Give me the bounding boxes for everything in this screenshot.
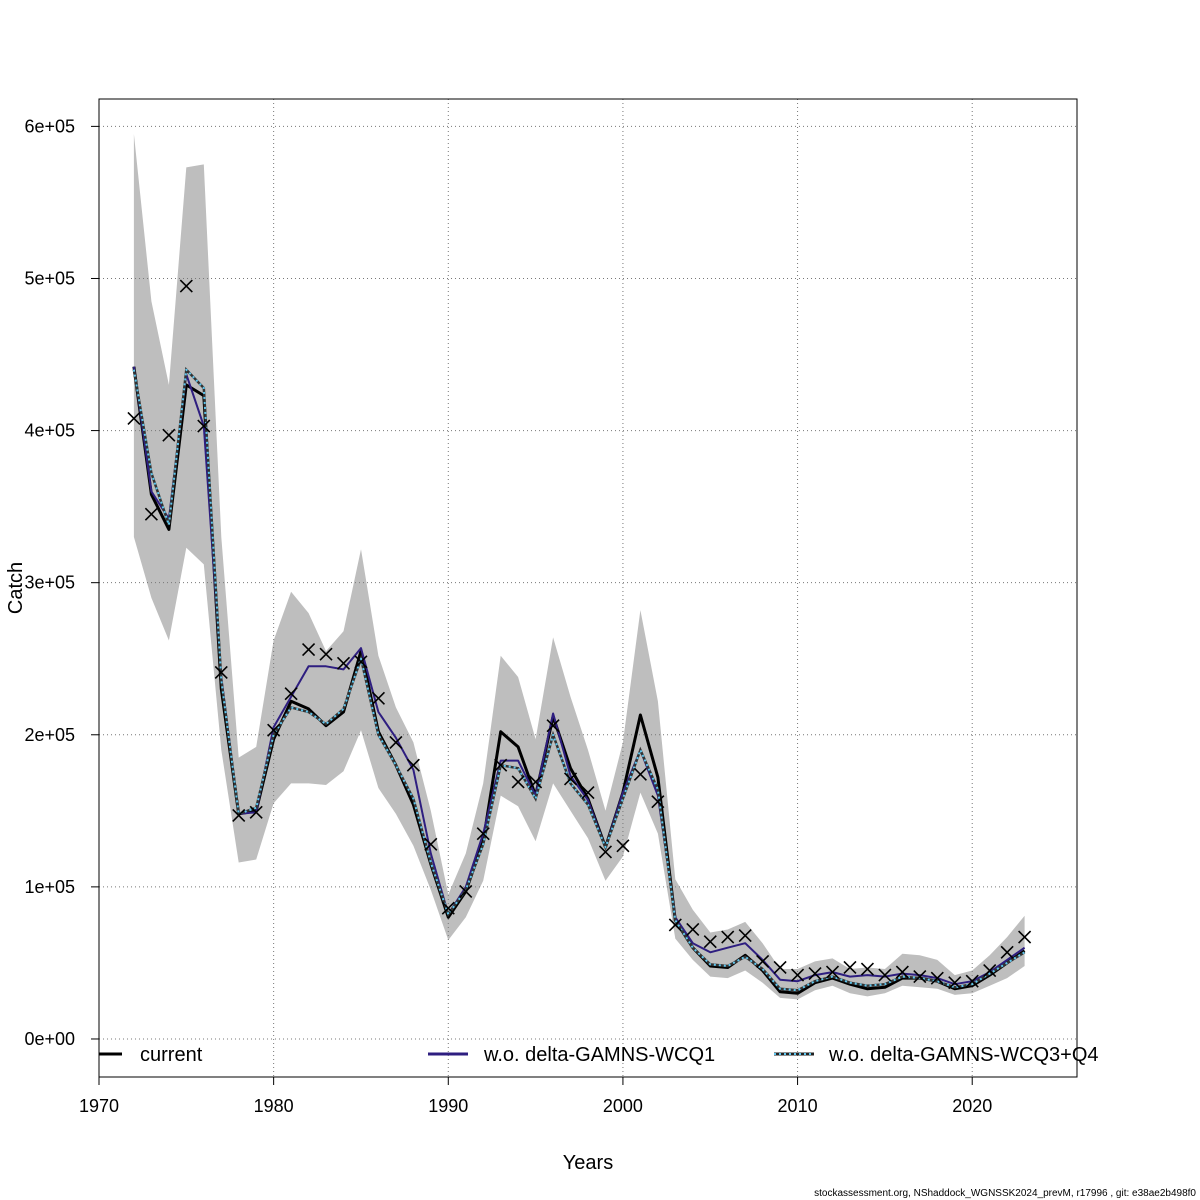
observation-point-1987	[389, 735, 403, 749]
observation-point-1973	[144, 507, 158, 521]
observation-point-2004	[686, 922, 700, 937]
observation-point-1996	[546, 719, 560, 733]
observation-point-2023	[1018, 930, 1032, 944]
observation-point-1976	[197, 419, 211, 433]
observation-point-2011	[808, 967, 822, 981]
x-axis-title: Years	[563, 1152, 613, 1174]
confidence-band-layer	[133, 134, 1025, 1000]
observation-point-1992	[476, 827, 490, 841]
series-line-2	[132, 368, 1026, 992]
observation-point-1999	[598, 845, 613, 859]
observation-point-2002	[651, 795, 665, 809]
y-tick-label-2e+05: 2e+05	[24, 725, 75, 745]
observation-point-1981	[284, 687, 298, 701]
observation-point-2017	[913, 970, 927, 984]
legend: current w.o. delta-GAMNS-WCQ1 w.o. delta…	[99, 1044, 1099, 1066]
observation-point-2019	[948, 976, 962, 990]
observation-point-1982	[302, 643, 316, 657]
observation-point-1991	[459, 884, 473, 899]
observation-point-1995	[529, 775, 543, 789]
observation-point-1988	[406, 758, 420, 772]
x-tick-label-2020: 2020	[952, 1096, 992, 1116]
x-tick-label-2010: 2010	[778, 1096, 818, 1116]
observation-point-2003	[668, 918, 682, 932]
observation-point-1978	[232, 808, 246, 822]
confidence-band	[133, 134, 1025, 1000]
plot-frame	[98, 98, 1078, 1078]
observation-point-2014	[860, 962, 874, 976]
observation-point-1977	[214, 665, 228, 679]
x-tick-label-2000: 2000	[603, 1096, 643, 1116]
y-tick-label-3e+05: 3e+05	[24, 573, 75, 593]
observation-point-2009	[773, 960, 787, 975]
observation-point-1993	[494, 758, 508, 772]
y-tick-label-4e+05: 4e+05	[24, 421, 75, 441]
observation-point-1989	[424, 837, 438, 851]
y-tick-label-5e+05: 5e+05	[24, 268, 75, 288]
observation-point-2016	[895, 965, 909, 979]
observation-point-2013	[843, 960, 857, 975]
observation-point-2006	[721, 930, 735, 944]
y-tick-label-1e+05: 1e+05	[24, 877, 75, 897]
observation-point-2018	[930, 971, 944, 985]
observation-point-1994	[511, 775, 525, 789]
observation-point-1974	[162, 428, 176, 442]
observation-point-1972	[127, 411, 141, 425]
y-tick-label-0e+00: 0e+00	[24, 1029, 75, 1049]
observation-layer	[127, 279, 1032, 990]
observation-point-1998	[581, 786, 595, 800]
observation-point-2021	[983, 963, 997, 978]
footer-caption: stockassessment.org, NShaddock_WGNSSK202…	[814, 1188, 1196, 1199]
observation-point-1986	[371, 691, 385, 705]
observation-point-2012	[825, 965, 840, 979]
observation-point-2005	[703, 935, 717, 949]
grid-layer	[98, 99, 1077, 1077]
legend-label-current: current	[140, 1044, 203, 1066]
legend-label-wcq1: w.o. delta-GAMNS-WCQ1	[483, 1044, 715, 1066]
x-tick-label-1980: 1980	[254, 1096, 294, 1116]
observation-point-1979	[249, 805, 263, 819]
x-tick-label-1990: 1990	[428, 1096, 468, 1116]
observation-point-2010	[791, 968, 805, 982]
observation-point-1985	[354, 655, 368, 669]
observation-point-1983	[319, 647, 333, 661]
observation-point-2001	[633, 767, 647, 781]
observation-point-1980	[267, 723, 281, 737]
observation-point-1984	[336, 656, 351, 670]
observation-point-1975	[179, 279, 193, 293]
axis-layer: 1970 1980 1990 2000 2010 2020 0e+00 1e+05 2e+05 3…	[24, 116, 992, 1116]
observation-point-2008	[756, 954, 770, 968]
y-tick-label-6e+05: 6e+05	[24, 116, 75, 136]
series-line-1	[132, 366, 1026, 986]
observation-point-1997	[563, 772, 578, 786]
series-layer	[132, 366, 1026, 995]
observation-point-1990	[441, 901, 455, 915]
x-tick-label-1970: 1970	[79, 1096, 119, 1116]
observation-point-2000	[616, 839, 630, 853]
observation-point-2022	[1000, 945, 1014, 959]
legend-label-wcq3q4: w.o. delta-GAMNS-WCQ3+Q4	[828, 1044, 1099, 1066]
observation-point-2007	[738, 928, 752, 943]
y-axis-title: Catch	[5, 562, 27, 614]
observation-point-2020	[965, 974, 979, 988]
observation-point-2015	[878, 968, 892, 982]
